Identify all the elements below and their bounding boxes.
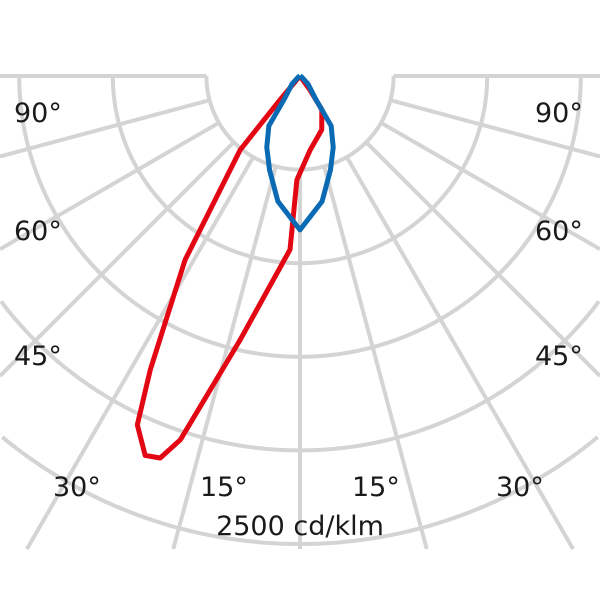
angle-label-right-30: 30° [496,472,544,503]
angle-label-right-60: 60° [535,216,583,247]
labels: 90° 60° 45° 30° 15° 15° 30° 45° 60° 90° … [14,98,583,542]
angle-label-right-45: 45° [535,341,583,372]
grid-radial [345,156,575,551]
red-curve [134,74,325,461]
grid-radial [389,98,600,159]
angle-label-right-15: 15° [352,472,400,503]
grid-radial [25,156,255,550]
grid-radial [322,165,429,550]
angle-label-left-45: 45° [14,341,62,372]
polar-grid [0,74,600,551]
angle-label-left-60: 60° [14,216,62,247]
angle-label-left-30: 30° [53,472,101,503]
grid-radial [364,140,600,378]
grid-radial [0,98,211,159]
grid-radial [380,121,600,251]
scale-label: 2500 cd/klm [216,511,384,542]
grid-radial [171,165,278,550]
grid-radial [0,121,220,251]
grid-radial [0,140,236,378]
angle-label-left-90: 90° [14,98,62,129]
blue-curve [264,73,336,233]
curves [134,73,336,461]
grid-ring [204,76,396,172]
angle-label-left-15: 15° [200,472,248,503]
angle-label-right-90: 90° [535,98,583,129]
